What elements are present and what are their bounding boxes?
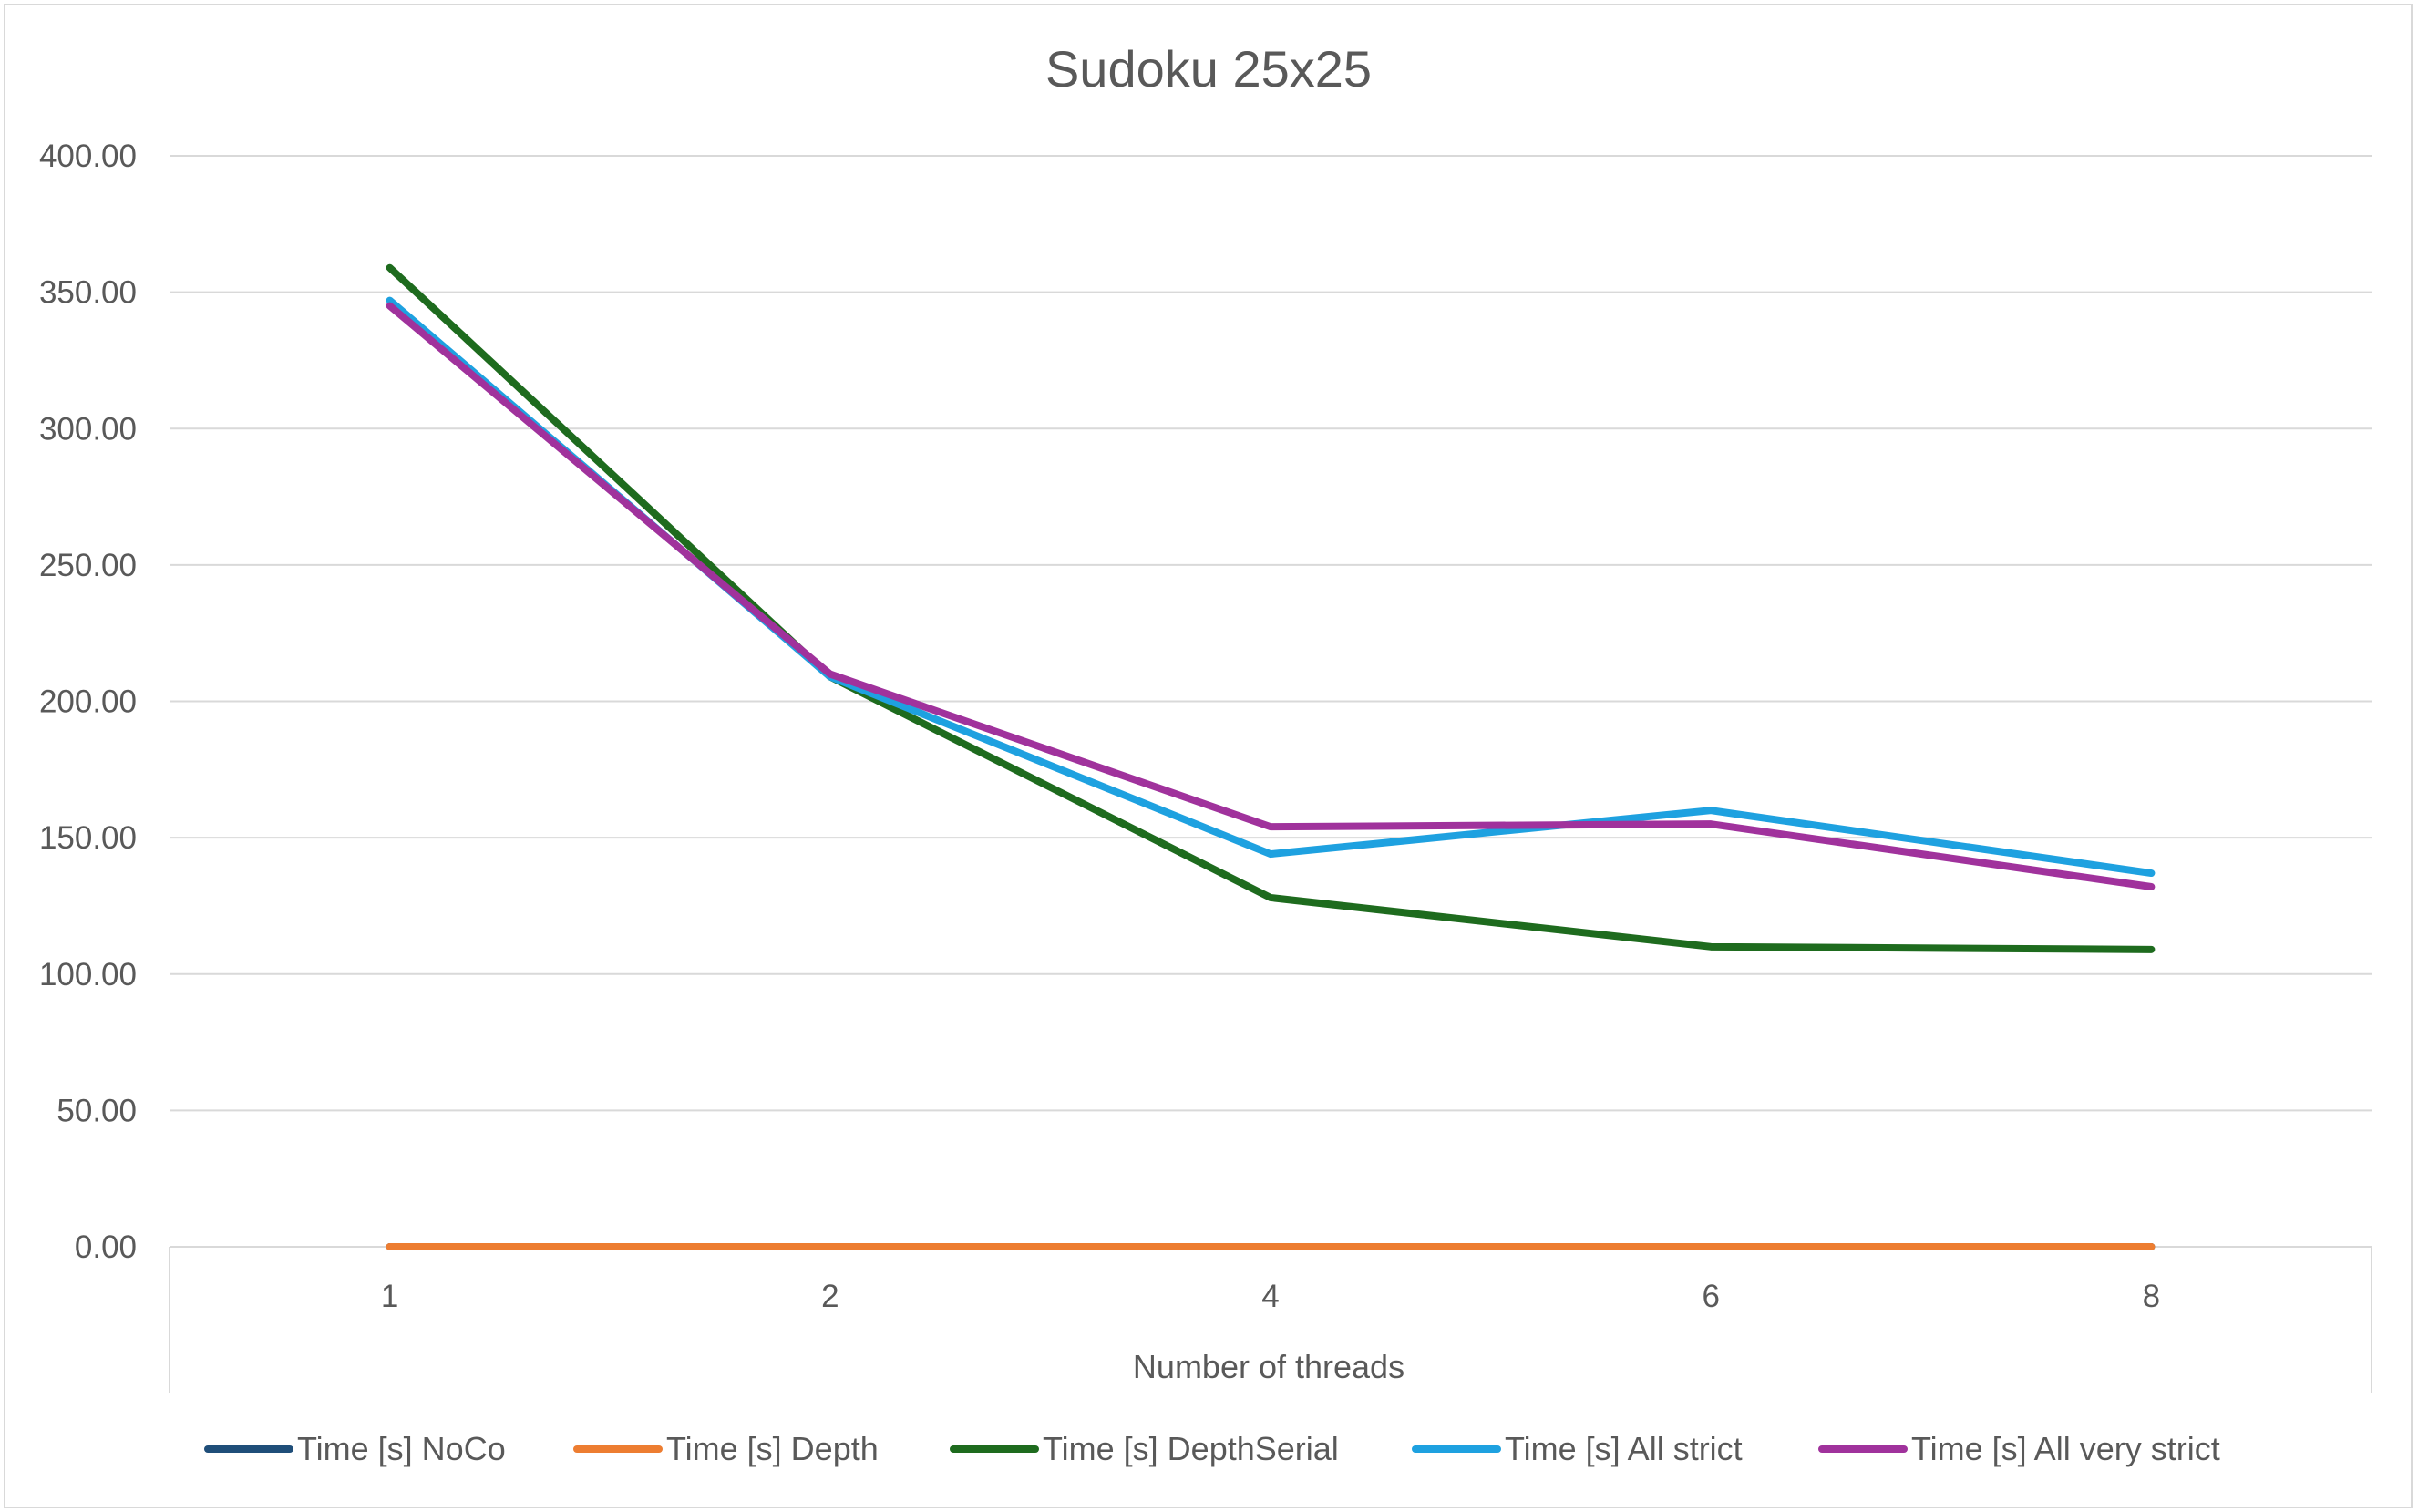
y-tick-label: 100.00 xyxy=(39,957,137,993)
gridlines xyxy=(170,155,2372,1112)
legend-label: Time [s] All very strict xyxy=(1911,1430,2220,1467)
x-tick-label: 8 xyxy=(2143,1279,2160,1314)
y-tick-label: 300.00 xyxy=(39,411,137,447)
y-tick-label: 0.00 xyxy=(75,1229,137,1265)
axes: 0.00 50.00 100.00 150.00 200.00 250.00 300.00 3… xyxy=(39,139,2372,1393)
legend-label: Time [s] Depth xyxy=(666,1430,879,1467)
y-tick-label: 150.00 xyxy=(39,820,137,856)
y-tick-label: 200.00 xyxy=(39,684,137,720)
x-tick-label: 2 xyxy=(821,1279,839,1314)
series-lines xyxy=(386,263,2156,1250)
legend: Time [s] NoCo Time [s] Depth Time [s] Dept… xyxy=(204,1430,2220,1467)
series-line xyxy=(386,302,2156,890)
legend-label: Time [s] DepthSerial xyxy=(1043,1430,1339,1467)
y-tick-label: 250.00 xyxy=(39,548,137,583)
x-tick-label: 6 xyxy=(1702,1279,1719,1314)
legend-label: Time [s] NoCo xyxy=(297,1430,506,1467)
series-line xyxy=(386,263,2156,953)
y-tick-label: 50.00 xyxy=(57,1093,137,1128)
y-tick-label: 350.00 xyxy=(39,275,137,311)
chart-title: Sudoku 25x25 xyxy=(1045,40,1372,98)
legend-label: Time [s] All strict xyxy=(1505,1430,1743,1467)
x-tick-label: 1 xyxy=(381,1279,398,1314)
x-tick-label: 4 xyxy=(1261,1279,1279,1314)
x-axis-label: Number of threads xyxy=(1133,1348,1404,1385)
chart-frame xyxy=(4,4,2413,1508)
y-tick-label: 400.00 xyxy=(39,139,137,174)
series-line xyxy=(386,296,2156,878)
